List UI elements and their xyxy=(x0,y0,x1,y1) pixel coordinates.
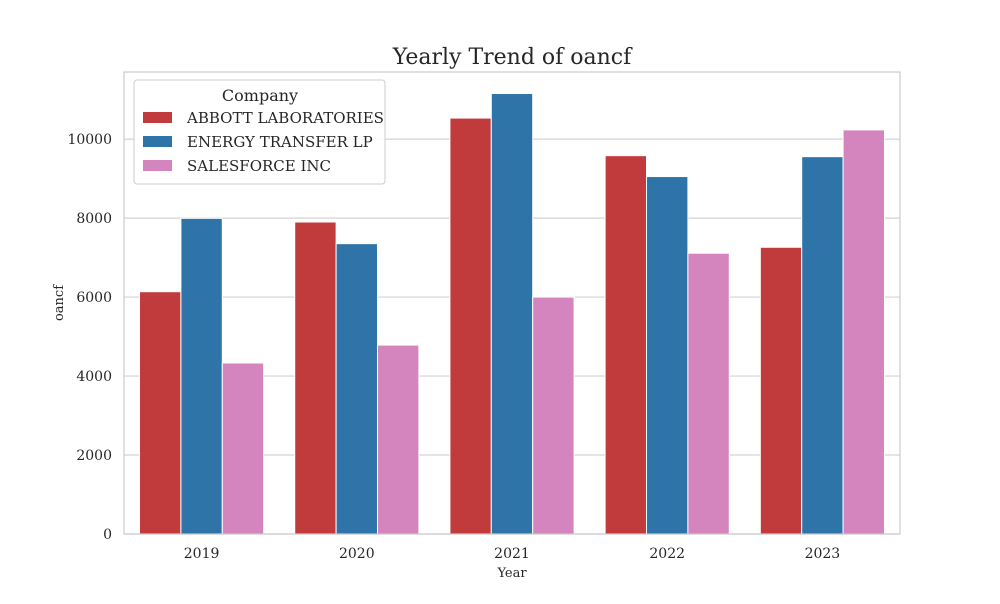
x-tick-label: 2021 xyxy=(494,546,530,562)
bar xyxy=(801,156,844,535)
x-tick-label: 2019 xyxy=(184,546,220,562)
bars xyxy=(139,93,885,535)
bar xyxy=(139,291,182,535)
bar xyxy=(687,252,730,535)
y-tick-label: 10000 xyxy=(67,132,112,148)
plot-frame xyxy=(123,71,901,535)
legend-title: Company xyxy=(222,86,298,105)
x-tick-label: 2023 xyxy=(805,546,841,562)
y-tick-label: 2000 xyxy=(76,448,112,464)
legend-swatch xyxy=(143,136,172,147)
bar xyxy=(532,296,575,535)
y-tick-label: 8000 xyxy=(76,211,112,227)
bar xyxy=(449,117,492,535)
x-axis-label: Year xyxy=(496,566,527,581)
legend-label: ENERGY TRANSFER LP xyxy=(187,133,373,151)
x-tick-label: 2022 xyxy=(649,546,685,562)
bar xyxy=(759,246,803,535)
y-tick-label: 6000 xyxy=(76,290,112,306)
legend-swatch xyxy=(143,112,172,123)
x-tick-label: 2020 xyxy=(339,546,375,562)
bar xyxy=(335,243,378,535)
bar xyxy=(221,362,265,535)
y-axis-label: oancf xyxy=(52,284,67,321)
y-tick-label: 4000 xyxy=(76,369,112,385)
y-tick-labels: 0 2000 4000 6000 8000 10000 xyxy=(67,132,112,543)
bar xyxy=(180,217,223,535)
chart-title: Yearly Trend of oancf xyxy=(392,45,633,70)
legend-swatch xyxy=(143,160,172,171)
legend: Company ABBOTT LABORATORIES ENERGY TRANSF… xyxy=(133,79,386,185)
legend-label: ABBOTT LABORATORIES xyxy=(186,109,384,127)
bar xyxy=(490,93,534,535)
bar xyxy=(376,344,420,535)
legend-items: ABBOTT LABORATORIES ENERGY TRANSFER LP SAL… xyxy=(143,109,384,175)
legend-box xyxy=(133,79,386,185)
bar xyxy=(604,155,648,535)
bar xyxy=(294,221,337,535)
y-tick-label: 0 xyxy=(103,527,112,543)
bar xyxy=(646,176,689,535)
x-tick-labels: 2019 2020 2021 2022 2023 xyxy=(184,546,840,562)
bar xyxy=(842,129,885,535)
legend-label: SALESFORCE INC xyxy=(187,157,331,175)
